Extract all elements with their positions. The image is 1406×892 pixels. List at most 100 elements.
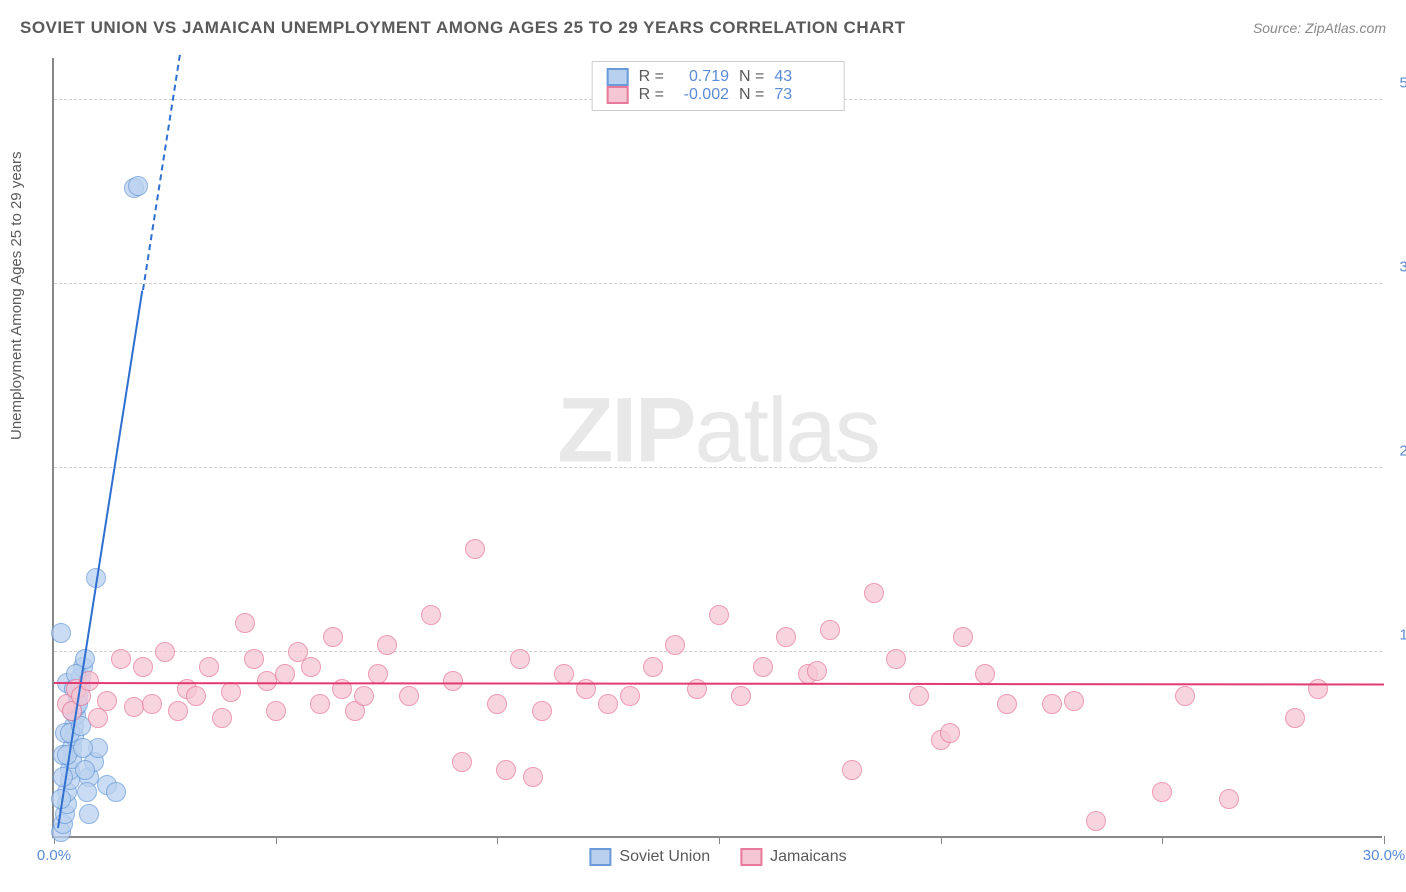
data-point bbox=[88, 708, 108, 728]
stat-r-label: R = bbox=[639, 86, 664, 104]
data-point bbox=[452, 752, 472, 772]
legend-swatch bbox=[607, 86, 629, 104]
data-point bbox=[377, 635, 397, 655]
data-point bbox=[953, 627, 973, 647]
data-point bbox=[643, 657, 663, 677]
x-tick-label: 0.0% bbox=[37, 847, 71, 864]
data-point bbox=[133, 657, 153, 677]
data-point bbox=[510, 649, 530, 669]
x-tick bbox=[276, 836, 277, 844]
y-tick-label: 50.0% bbox=[1387, 75, 1406, 92]
legend-stats-row: R =-0.002N =73 bbox=[607, 86, 830, 104]
data-point bbox=[399, 686, 419, 706]
data-point bbox=[106, 782, 126, 802]
watermark: ZIPatlas bbox=[557, 379, 878, 484]
data-point bbox=[111, 649, 131, 669]
data-point bbox=[155, 642, 175, 662]
data-point bbox=[665, 635, 685, 655]
data-point bbox=[886, 649, 906, 669]
data-point bbox=[51, 623, 71, 643]
data-point bbox=[421, 605, 441, 625]
data-point bbox=[266, 701, 286, 721]
x-tick bbox=[719, 836, 720, 844]
source-label: Source: ZipAtlas.com bbox=[1253, 20, 1386, 36]
data-point bbox=[124, 697, 144, 717]
legend-stats-row: R =0.719N =43 bbox=[607, 68, 830, 86]
stat-r-label: R = bbox=[639, 68, 664, 86]
trend-line bbox=[142, 55, 181, 291]
data-point bbox=[753, 657, 773, 677]
data-point bbox=[620, 686, 640, 706]
x-tick bbox=[941, 836, 942, 844]
stat-r-value: -0.002 bbox=[674, 86, 729, 104]
data-point bbox=[186, 686, 206, 706]
data-point bbox=[75, 760, 95, 780]
data-point bbox=[142, 694, 162, 714]
data-point bbox=[235, 613, 255, 633]
legend-item: Jamaicans bbox=[740, 848, 846, 866]
legend-bottom: Soviet Union Jamaicans bbox=[589, 848, 846, 866]
data-point bbox=[776, 627, 796, 647]
data-point bbox=[212, 708, 232, 728]
stat-n-label: N = bbox=[739, 86, 764, 104]
y-tick-label: 12.5% bbox=[1387, 627, 1406, 644]
data-point bbox=[496, 760, 516, 780]
title-bar: SOVIET UNION VS JAMAICAN UNEMPLOYMENT AM… bbox=[20, 18, 1386, 38]
data-point bbox=[1152, 782, 1172, 802]
scatter-plot-area: ZIPatlas R =0.719N =43R =-0.002N =73 Sov… bbox=[52, 58, 1382, 838]
data-point bbox=[997, 694, 1017, 714]
legend-item: Soviet Union bbox=[589, 848, 710, 866]
stat-n-value: 43 bbox=[774, 68, 829, 86]
data-point bbox=[864, 583, 884, 603]
data-point bbox=[221, 682, 241, 702]
data-point bbox=[709, 605, 729, 625]
data-point bbox=[1086, 811, 1106, 831]
x-tick bbox=[497, 836, 498, 844]
x-tick bbox=[1162, 836, 1163, 844]
data-point bbox=[820, 620, 840, 640]
y-axis-label: Unemployment Among Ages 25 to 29 years bbox=[8, 151, 25, 440]
data-point bbox=[275, 664, 295, 684]
data-point bbox=[532, 701, 552, 721]
data-point bbox=[465, 539, 485, 559]
data-point bbox=[97, 691, 117, 711]
data-point bbox=[554, 664, 574, 684]
data-point bbox=[310, 694, 330, 714]
data-point bbox=[354, 686, 374, 706]
data-point bbox=[73, 738, 93, 758]
data-point bbox=[199, 657, 219, 677]
chart-title: SOVIET UNION VS JAMAICAN UNEMPLOYMENT AM… bbox=[20, 18, 906, 38]
data-point bbox=[1042, 694, 1062, 714]
data-point bbox=[1285, 708, 1305, 728]
data-point bbox=[842, 760, 862, 780]
stat-r-value: 0.719 bbox=[674, 68, 729, 86]
data-point bbox=[909, 686, 929, 706]
data-point bbox=[1175, 686, 1195, 706]
data-point bbox=[77, 782, 97, 802]
data-point bbox=[975, 664, 995, 684]
data-point bbox=[79, 804, 99, 824]
data-point bbox=[1308, 679, 1328, 699]
data-point bbox=[807, 661, 827, 681]
legend-stats-box: R =0.719N =43R =-0.002N =73 bbox=[592, 61, 845, 111]
data-point bbox=[323, 627, 343, 647]
data-point bbox=[731, 686, 751, 706]
legend-swatch bbox=[607, 68, 629, 86]
y-tick-label: 37.5% bbox=[1387, 259, 1406, 276]
legend-label: Soviet Union bbox=[619, 848, 710, 866]
x-tick bbox=[1384, 836, 1385, 844]
data-point bbox=[1064, 691, 1084, 711]
gridline-h bbox=[54, 283, 1382, 284]
data-point bbox=[244, 649, 264, 669]
data-point bbox=[368, 664, 388, 684]
data-point bbox=[598, 694, 618, 714]
data-point bbox=[487, 694, 507, 714]
data-point bbox=[301, 657, 321, 677]
legend-swatch bbox=[589, 848, 611, 866]
data-point bbox=[940, 723, 960, 743]
data-point bbox=[1219, 789, 1239, 809]
x-tick-label: 30.0% bbox=[1363, 847, 1406, 864]
gridline-h bbox=[54, 467, 1382, 468]
data-point bbox=[523, 767, 543, 787]
legend-label: Jamaicans bbox=[770, 848, 846, 866]
